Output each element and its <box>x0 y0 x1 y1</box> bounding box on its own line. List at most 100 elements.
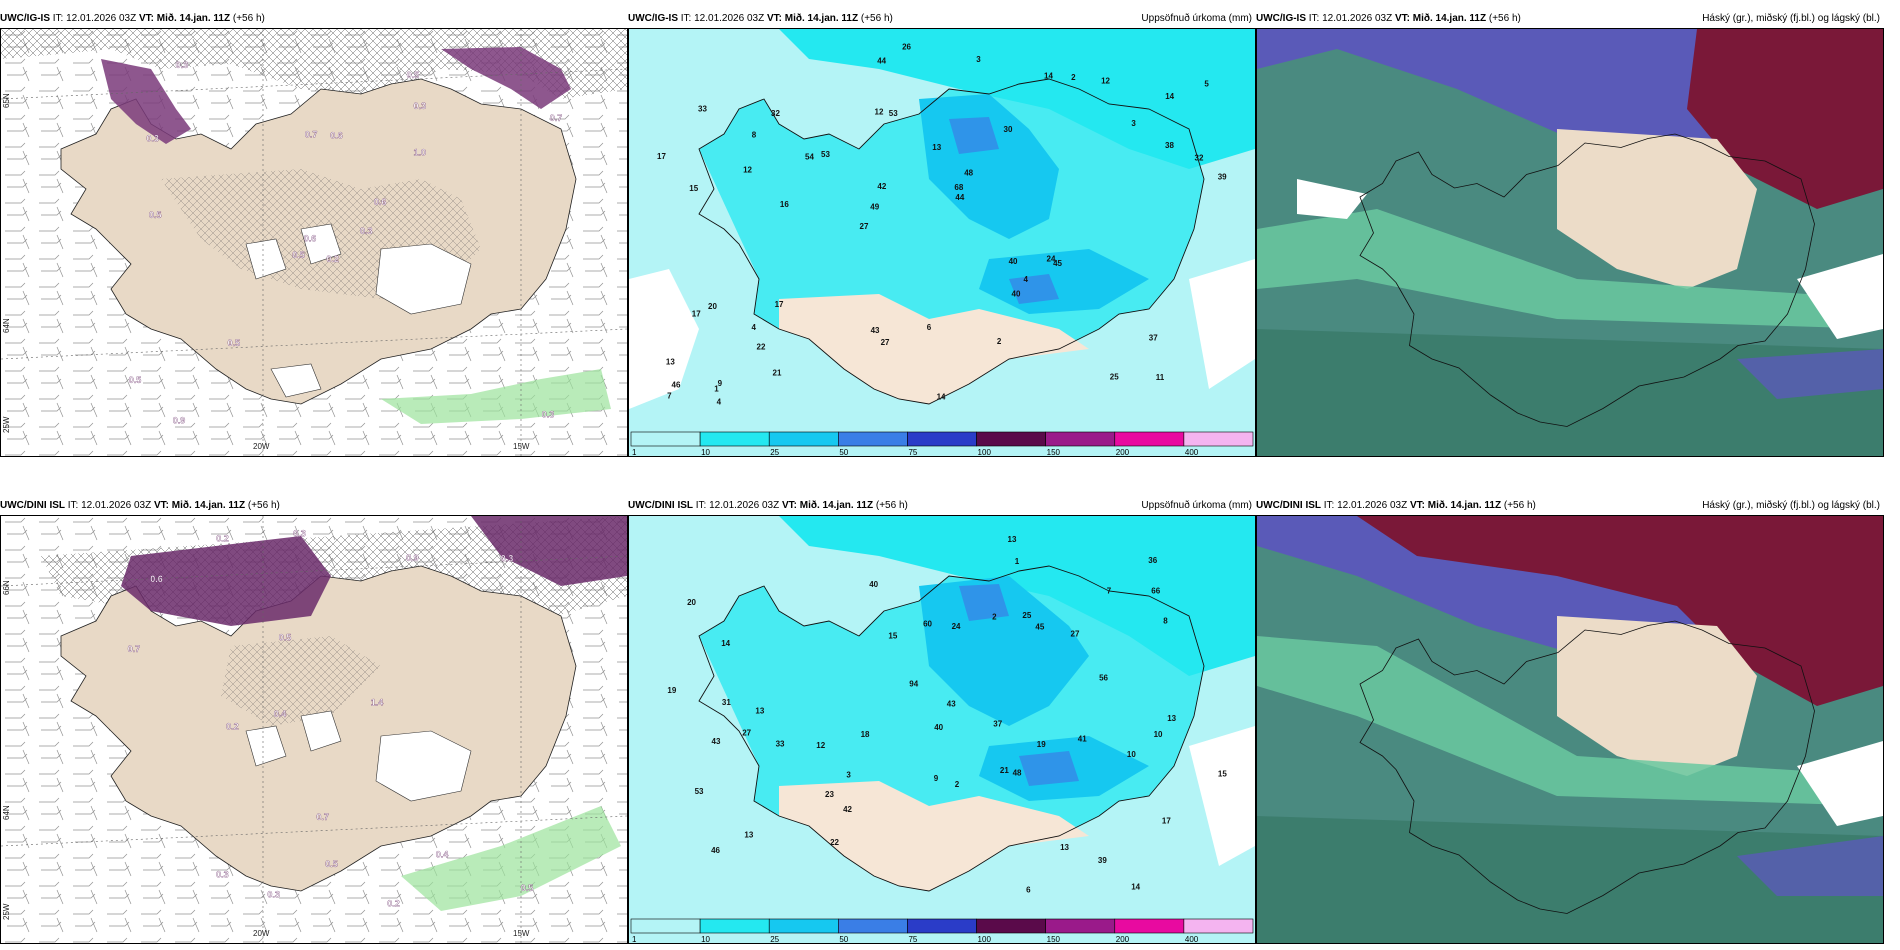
field-title: Uppsöfnuð úrkoma (mm) <box>1141 13 1252 24</box>
precip-value-label: 43 <box>712 737 721 746</box>
precip-value-label: 2 <box>1071 73 1076 82</box>
colorbar-tick: 100 <box>978 935 992 943</box>
precip-value-label: 13 <box>744 830 753 839</box>
precip-value-label: 45 <box>1053 259 1062 268</box>
precip-value-label: 53 <box>889 109 898 118</box>
lead-time: (+56 h) <box>1488 13 1521 24</box>
precip-value-label: 14 <box>1131 882 1140 891</box>
colorbar-tick: 150 <box>1047 448 1061 456</box>
precip-value-label: 42 <box>843 805 852 814</box>
valid-time: VT: Mið. 14.jan. 11Z <box>766 13 859 24</box>
field-title: Háský (gr.), miðský (fj.bl.) og lágský (… <box>1702 500 1880 511</box>
panel-dini-precip: UWC/DINI ISL IT: 12.01.2026 03Z VT: Mið.… <box>628 497 1256 944</box>
lat-label: 25W <box>2 903 11 920</box>
precip-value-label: 13 <box>755 707 764 716</box>
precip-value-label: 49 <box>870 203 879 212</box>
precip-value-label: 94 <box>909 679 918 688</box>
valid-time: VT: Mið. 14.jan. 11Z <box>1409 500 1502 511</box>
precip-value-label: 27 <box>881 338 890 347</box>
init-time: IT: 12.01.2026 03Z <box>52 13 137 24</box>
precip-rate-label: 0.3 <box>293 528 306 538</box>
precip-rate-label: 0.4 <box>274 709 287 719</box>
precip-value-label: 41 <box>1078 735 1087 744</box>
precip-value-label: 6 <box>1026 886 1031 895</box>
colorbar-tick: 400 <box>1185 448 1199 456</box>
lat-label: 65N <box>2 93 11 108</box>
precip-value-label: 8 <box>752 131 757 140</box>
precip-value-label: 14 <box>937 393 946 402</box>
precip-value-label: 43 <box>871 326 880 335</box>
precip-value-label: 17 <box>775 300 784 309</box>
precip-value-label: 14 <box>721 639 730 648</box>
precip-value-label: 37 <box>993 719 1002 728</box>
precip-value-label: 36 <box>1148 556 1157 565</box>
colorbar-segment <box>768 918 839 934</box>
colorbar-tick: 400 <box>1185 935 1199 943</box>
precip-rate-label: 0.2 <box>326 254 339 264</box>
colorbar: 1 10 25 50 75 100 150 200 400 <box>630 431 1254 456</box>
model-name: UWC/DINI ISL <box>628 500 693 511</box>
precip-value-label: 46 <box>672 381 681 390</box>
precip-rate-label: 0.2 <box>216 534 229 544</box>
panel-header: UWC/DINI ISL IT: 12.01.2026 03Z VT: Mið.… <box>0 497 628 515</box>
colorbar-segment <box>907 918 977 934</box>
colorbar-tick: 1 <box>632 935 637 943</box>
precip-value-label: 3 <box>846 771 851 780</box>
precip-value-label: 1 <box>714 384 719 393</box>
precip-value-label: 16 <box>780 200 789 209</box>
colorbar-segment <box>1183 431 1254 447</box>
precip-value-label: 6 <box>927 323 932 332</box>
map-svg: 1 10 25 50 75 100 150 200 400 111514273091213205… <box>629 29 1255 456</box>
precip-value-label: 4 <box>717 398 722 407</box>
colorbar-tick: 75 <box>908 935 917 943</box>
precip-value-label: 31 <box>722 698 731 707</box>
map-clouds <box>1256 515 1884 944</box>
precip-value-label: 10 <box>1154 730 1163 739</box>
precip-value-label: 20 <box>687 598 696 607</box>
init-time: IT: 12.01.2026 03Z <box>1323 500 1408 511</box>
precip-value-label: 17 <box>692 310 701 319</box>
map-svg <box>1257 29 1883 456</box>
precip-value-label: 4 <box>1024 275 1029 284</box>
init-time: IT: 12.01.2026 03Z <box>695 500 780 511</box>
colorbar-tick: 100 <box>978 448 992 456</box>
precip-value-label: 12 <box>743 166 752 175</box>
panel-header: UWC/DINI ISL IT: 12.01.2026 03Z VT: Mið.… <box>628 497 1256 515</box>
lead-time: (+56 h) <box>875 500 908 511</box>
colorbar-segment <box>699 918 770 934</box>
precip-rate-label: 0.7 <box>305 129 318 139</box>
precip-value-label: 13 <box>666 357 675 366</box>
valid-time: VT: Mið. 14.jan. 11Z <box>781 500 874 511</box>
colorbar-segment <box>768 431 839 447</box>
precip-rate-label: 0.4 <box>436 850 449 860</box>
map-svg <box>1257 516 1883 943</box>
precip-value-label: 5 <box>1204 80 1209 89</box>
precip-rate-label: 0.3 <box>146 134 159 144</box>
valid-time: VT: Mið. 14.jan. 11Z <box>138 13 231 24</box>
precip-rate-label: 1.0 <box>414 148 427 158</box>
precip-value-label: 53 <box>821 150 830 159</box>
precip-rate-label: 0.5 <box>149 210 162 220</box>
precip-value-label: 22 <box>830 838 839 847</box>
precip-value-label: 39 <box>1218 172 1227 181</box>
precip-value-label: 11 <box>1156 373 1165 382</box>
precip-rate-label: 1.4 <box>371 697 384 707</box>
precip-rate-label: 0.3 <box>216 869 229 879</box>
colorbar-tick: 50 <box>839 935 848 943</box>
precip-value-label: 7 <box>667 392 672 401</box>
precip-rate-label: 0.3 <box>542 410 555 420</box>
precip-value-label: 27 <box>742 729 751 738</box>
precip-value-label: 23 <box>825 790 834 799</box>
precip-value-label: 9 <box>718 379 723 388</box>
precip-value-label: 12 <box>816 741 825 750</box>
precip-value-label: 20 <box>708 302 717 311</box>
precip-rate-label: 0.6 <box>150 574 163 584</box>
precip-value-label: 38 <box>1165 141 1174 150</box>
precip-value-label: 22 <box>757 342 766 351</box>
precip-value-label: 40 <box>934 723 943 732</box>
map-surface: 20W 15W 66N 64N 25W 0.3 0.2 0.3 0.4 0.2 0.6 0.… <box>0 515 628 944</box>
precip-value-label: 19 <box>1037 740 1046 749</box>
precip-value-label: 43 <box>947 700 956 709</box>
init-time: IT: 12.01.2026 03Z <box>1308 13 1393 24</box>
